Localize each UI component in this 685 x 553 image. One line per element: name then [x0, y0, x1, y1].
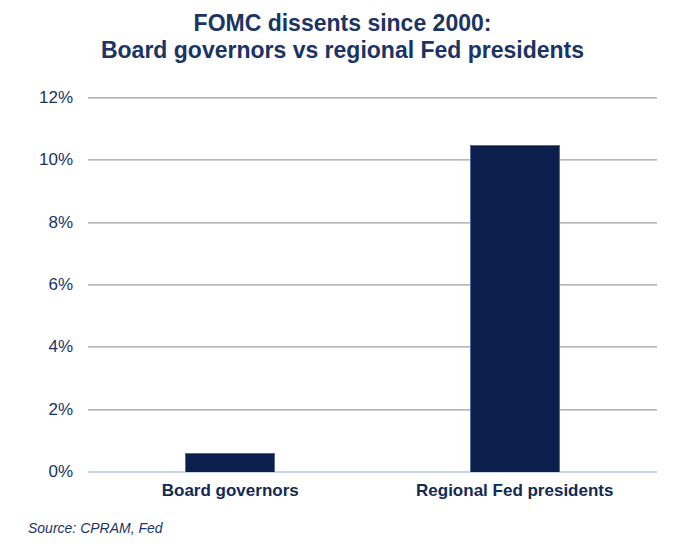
gridline	[88, 409, 657, 411]
chart-title-line-2: Board governors vs regional Fed presiden…	[0, 37, 685, 64]
y-tick-label: 12%	[13, 87, 73, 109]
bar-regional-fed-presidents	[470, 145, 560, 472]
gridline	[88, 284, 657, 286]
y-tick-label: 0%	[13, 461, 73, 483]
y-tick-label: 2%	[13, 399, 73, 421]
x-axis-labels: Board governorsRegional Fed presidents	[88, 481, 657, 501]
category-label: Regional Fed presidents	[373, 481, 658, 501]
chart-title: FOMC dissents since 2000: Board governor…	[0, 10, 685, 64]
gridline	[88, 97, 657, 99]
y-tick-label: 4%	[13, 336, 73, 358]
gridline	[88, 159, 657, 161]
y-tick-label: 8%	[13, 212, 73, 234]
source-note: Source: CPRAM, Fed	[28, 520, 163, 536]
chart-title-line-1: FOMC dissents since 2000:	[0, 10, 685, 37]
x-axis-line	[88, 471, 657, 473]
y-tick-label: 6%	[13, 274, 73, 296]
gridline	[88, 222, 657, 224]
bar-board-governors	[185, 453, 275, 472]
gridline	[88, 346, 657, 348]
plot-area: 0%2%4%6%8%10%12%	[88, 98, 657, 472]
category-label: Board governors	[88, 481, 373, 501]
y-tick-label: 10%	[13, 149, 73, 171]
